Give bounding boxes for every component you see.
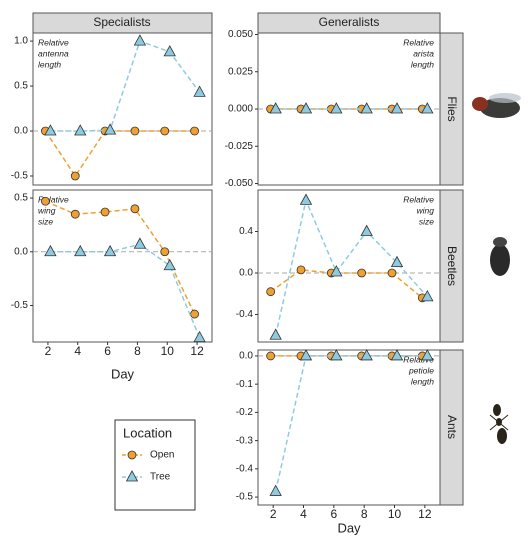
annotation: length [411, 376, 434, 386]
y-tick-label: 0.5 [14, 193, 28, 204]
x-axis-label: Day [111, 366, 135, 381]
legend-title: Location [123, 425, 172, 440]
annotation: length [411, 59, 434, 69]
x-tick-label: 12 [418, 507, 432, 521]
marker [191, 127, 199, 135]
marker [267, 288, 275, 296]
legend-label: Open [150, 450, 174, 461]
x-tick-label: 2 [45, 344, 52, 358]
legend-marker [128, 451, 136, 459]
marker [161, 127, 169, 135]
row-label: Beetles [445, 246, 459, 286]
x-tick-label: 12 [190, 344, 204, 358]
y-tick-label: -0.050 [225, 178, 254, 189]
x-tick-label: 10 [388, 507, 402, 521]
marker [41, 197, 49, 205]
marker [388, 269, 396, 277]
page: Specialists Generalists Flies Beetles An… [0, 0, 531, 536]
annotation: Relative [38, 37, 69, 47]
x-tick-label: 4 [74, 344, 81, 358]
y-tick-label: 0.025 [228, 66, 253, 77]
x-axis-label: Day [337, 520, 361, 535]
marker [267, 352, 275, 360]
marker [71, 172, 79, 180]
annotation: length [38, 59, 61, 69]
beetle-image [490, 237, 510, 276]
x-tick-label: 2 [270, 507, 277, 521]
y-tick-label: 0.0 [14, 246, 28, 257]
fly-image [472, 93, 521, 118]
marker [297, 266, 305, 274]
marker [71, 210, 79, 218]
annotation: size [38, 216, 53, 226]
panel [258, 190, 440, 342]
row-label: Flies [445, 96, 459, 121]
x-tick-label: 10 [161, 344, 175, 358]
marker [358, 269, 366, 277]
annotation: petiole [408, 365, 434, 375]
x-tick-label: 8 [361, 507, 368, 521]
y-tick-label: 0.0 [14, 126, 28, 137]
marker [191, 310, 199, 318]
annotation: wing [417, 205, 435, 215]
row-label: Ants [445, 415, 459, 439]
marker [131, 127, 139, 135]
y-tick-label: 1.0 [14, 36, 28, 47]
y-tick-label: 0.5 [14, 81, 28, 92]
column-label: Generalists [319, 15, 380, 29]
y-tick-label: -0.4 [236, 309, 254, 320]
y-tick-label: 0.0 [239, 351, 253, 362]
y-tick-label: 0.0 [239, 268, 253, 279]
y-tick-label: 0.050 [228, 29, 253, 40]
annotation: arista [413, 48, 434, 58]
x-tick-label: 6 [104, 344, 111, 358]
annotation: Relative [403, 194, 434, 204]
column-label: Specialists [93, 15, 150, 29]
y-tick-label: -0.5 [11, 171, 29, 182]
y-tick-label: -0.3 [236, 435, 254, 446]
y-tick-label: -0.025 [225, 141, 254, 152]
x-tick-label: 4 [300, 507, 307, 521]
x-tick-label: 8 [134, 344, 141, 358]
y-tick-label: -0.2 [236, 407, 254, 418]
marker [101, 208, 109, 216]
y-tick-label: -0.1 [236, 379, 254, 390]
marker [161, 248, 169, 256]
panel [33, 190, 212, 342]
annotation: size [419, 216, 434, 226]
annotation: Relative [403, 37, 434, 47]
annotation: wing [38, 205, 56, 215]
y-tick-label: -0.4 [236, 464, 254, 475]
annotation: antenna [38, 48, 69, 58]
y-tick-label: -0.5 [236, 492, 254, 503]
y-tick-label: 0.000 [228, 104, 253, 115]
marker [131, 205, 139, 213]
chart: Specialists Generalists Flies Beetles An… [0, 0, 531, 536]
y-tick-label: -0.5 [11, 300, 29, 311]
x-tick-label: 6 [330, 507, 337, 521]
y-tick-label: 0.4 [239, 226, 253, 237]
legend-label: Tree [150, 472, 171, 483]
ant-image [490, 404, 508, 444]
